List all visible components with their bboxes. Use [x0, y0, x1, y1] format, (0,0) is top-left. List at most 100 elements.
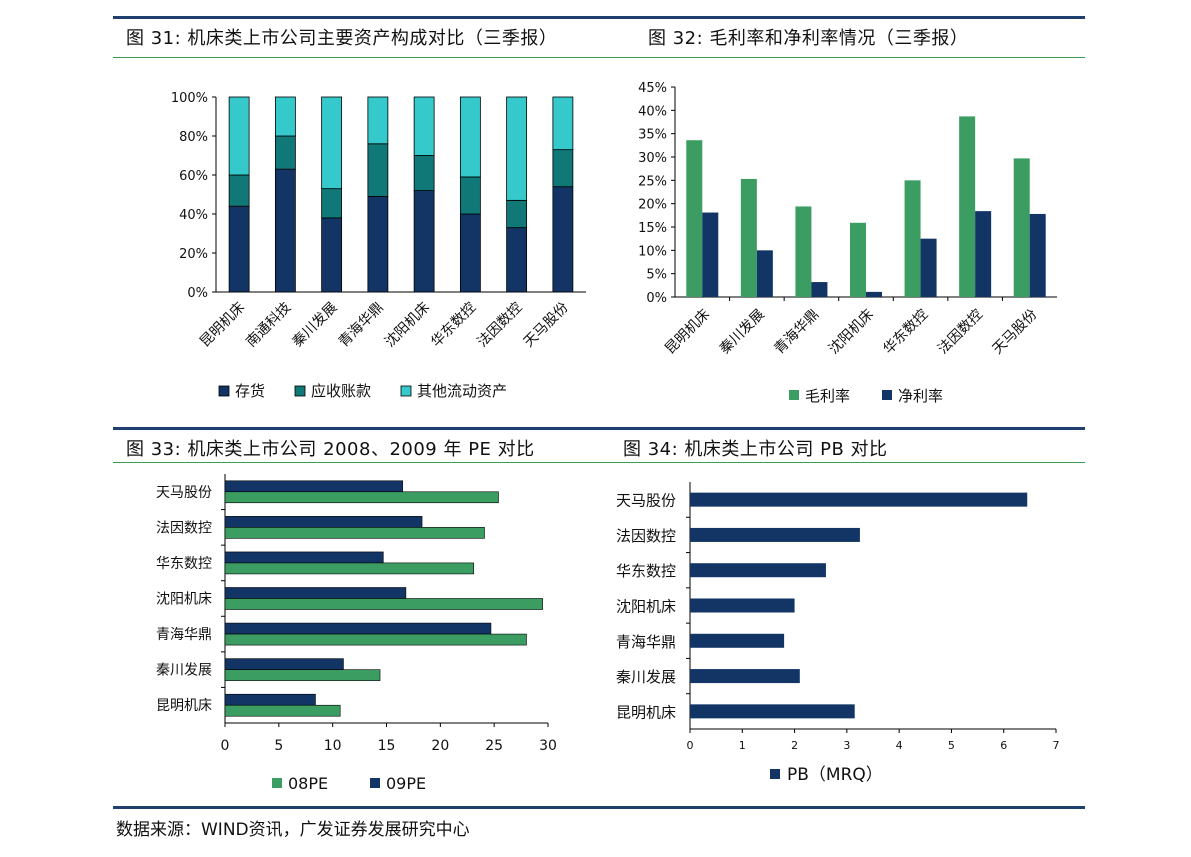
- fig34-x-tick-label: 0: [687, 739, 694, 752]
- fig32-bar: [904, 180, 921, 297]
- fig32-category-label: 秦川发展: [717, 307, 768, 358]
- fig32-category-label: 青海华鼎: [771, 307, 822, 358]
- fig31-legend-label: 应收账款: [311, 382, 371, 400]
- fig32-legend-label: 毛利率: [805, 387, 850, 405]
- fig33-category-label: 法因数控: [156, 520, 212, 536]
- fig34-legend-label: PB（MRQ）: [787, 765, 883, 785]
- fig31-category-label: 法因数控: [475, 300, 526, 351]
- fig32-y-tick-label: 0%: [646, 291, 667, 306]
- fig31-y-tick-label: 80%: [179, 130, 208, 145]
- fig32-y-tick-label: 35%: [638, 128, 667, 143]
- fig34-category-label: 沈阳机床: [616, 598, 676, 616]
- fig33-bar: [224, 491, 499, 504]
- fig34-category-label: 青海华鼎: [616, 633, 676, 651]
- fig31-bar-segment: [274, 135, 296, 170]
- fig31-bar-segment: [321, 96, 343, 190]
- fig33-bar: [224, 693, 316, 706]
- fig31-y-tick-label: 20%: [179, 247, 208, 262]
- fig32-bar: [756, 250, 773, 297]
- fig33-legend-label: 08PE: [288, 774, 328, 793]
- fig33-bar: [224, 704, 341, 717]
- fig34-bar: [690, 633, 785, 648]
- fig31-legend-swatch: [218, 385, 230, 397]
- fig32-bar: [959, 116, 976, 298]
- fig33-legend-swatch: [370, 778, 380, 788]
- bottom-rule: [113, 806, 1085, 809]
- fig33-bar: [224, 516, 423, 528]
- fig33-legend-swatch: [272, 778, 282, 788]
- fig34-category-label: 华东数控: [616, 562, 676, 580]
- fig34-bar: [690, 492, 1028, 507]
- fig31-bar-segment: [506, 227, 528, 293]
- fig34-x-tick-label: 4: [896, 739, 903, 752]
- fig34-bar: [690, 563, 826, 578]
- fig31-bar-segment: [506, 199, 528, 229]
- fig34-x-tick-label: 2: [791, 739, 798, 752]
- fig33-category-label: 昆明机床: [156, 698, 212, 714]
- fig31-legend-label: 其他流动资产: [417, 382, 507, 400]
- fig33-legend-label: 09PE: [386, 774, 426, 793]
- fig33-x-tick-label: 15: [378, 738, 396, 754]
- fig33-category-label: 秦川发展: [156, 663, 212, 679]
- fig32-category-label: 华东数控: [880, 307, 931, 358]
- fig34-category-label: 昆明机床: [616, 703, 676, 721]
- fig34-bar: [690, 527, 860, 542]
- fig31-legend-label: 存货: [235, 382, 265, 400]
- fig33-x-tick-label: 0: [221, 738, 230, 754]
- fig32-y-tick-label: 5%: [646, 268, 667, 283]
- fig31-bar-segment: [506, 96, 528, 201]
- fig32-y-tick-label: 40%: [638, 104, 667, 119]
- figure-31-title: 图 31: 机床类上市公司主要资产构成对比（三季报）: [126, 28, 558, 49]
- fig32-y-tick-label: 10%: [638, 244, 667, 259]
- fig31-category-label: 秦川发展: [290, 300, 341, 351]
- top-rule: [113, 16, 1085, 19]
- fig31-bar-segment: [552, 149, 574, 188]
- fig34-x-tick-label: 5: [948, 739, 955, 752]
- fig31-legend-swatch: [400, 385, 412, 397]
- fig31-bar-segment: [413, 96, 435, 156]
- fig32-bar: [850, 222, 866, 297]
- fig33-bar: [224, 480, 403, 493]
- fig31-bar-segment: [459, 96, 481, 178]
- fig31-category-label: 沈阳机床: [382, 300, 433, 351]
- fig33-bar: [224, 633, 527, 646]
- fig31-bar-segment: [459, 176, 481, 215]
- fig34-category-label: 法因数控: [616, 527, 676, 545]
- fig31-bar-segment: [552, 186, 574, 293]
- fig33-bar: [224, 527, 485, 539]
- fig33-bar: [224, 669, 381, 681]
- fig31-bar-segment: [367, 196, 389, 293]
- fig33-category-label: 天马股份: [156, 485, 212, 501]
- fig32-category-label: 昆明机床: [662, 307, 713, 358]
- fig32-y-tick-label: 20%: [638, 198, 667, 213]
- fig34-category-label: 天马股份: [616, 492, 676, 510]
- fig32-legend-swatch: [882, 390, 892, 400]
- fig33-bar: [224, 598, 543, 610]
- fig32-bar: [920, 238, 937, 297]
- fig34-bar: [690, 704, 855, 719]
- fig33-x-tick-label: 20: [431, 738, 449, 754]
- fig33-bar: [224, 551, 384, 564]
- fig31-legend-swatch: [294, 385, 306, 397]
- fig32-bar: [811, 282, 828, 297]
- fig31-bar-segment: [552, 96, 574, 151]
- source-note: 数据来源：WIND资讯，广发证券发展研究中心: [116, 820, 470, 840]
- fig33-x-tick-label: 5: [274, 738, 283, 754]
- fig33-category-label: 华东数控: [156, 556, 212, 572]
- top-title-rule: [113, 57, 1085, 58]
- fig31-y-tick-label: 40%: [179, 208, 208, 223]
- fig31-category-label: 南通科技: [243, 300, 294, 351]
- fig34-bar: [690, 598, 795, 613]
- fig33-bar: [224, 622, 492, 635]
- middle-rule: [113, 427, 1085, 430]
- figure-34-title: 图 34: 机床类上市公司 PB 对比: [623, 439, 888, 460]
- fig31-bar-segment: [228, 96, 250, 176]
- fig31-category-label: 青海华鼎: [336, 300, 387, 351]
- fig31-bar-segment: [459, 213, 481, 293]
- fig34-category-label: 秦川发展: [616, 668, 676, 686]
- fig34-x-tick-label: 3: [843, 739, 850, 752]
- middle-title-rule: [113, 462, 1085, 463]
- fig31-bar-segment: [228, 174, 250, 207]
- fig31-y-tick-label: 100%: [171, 91, 208, 106]
